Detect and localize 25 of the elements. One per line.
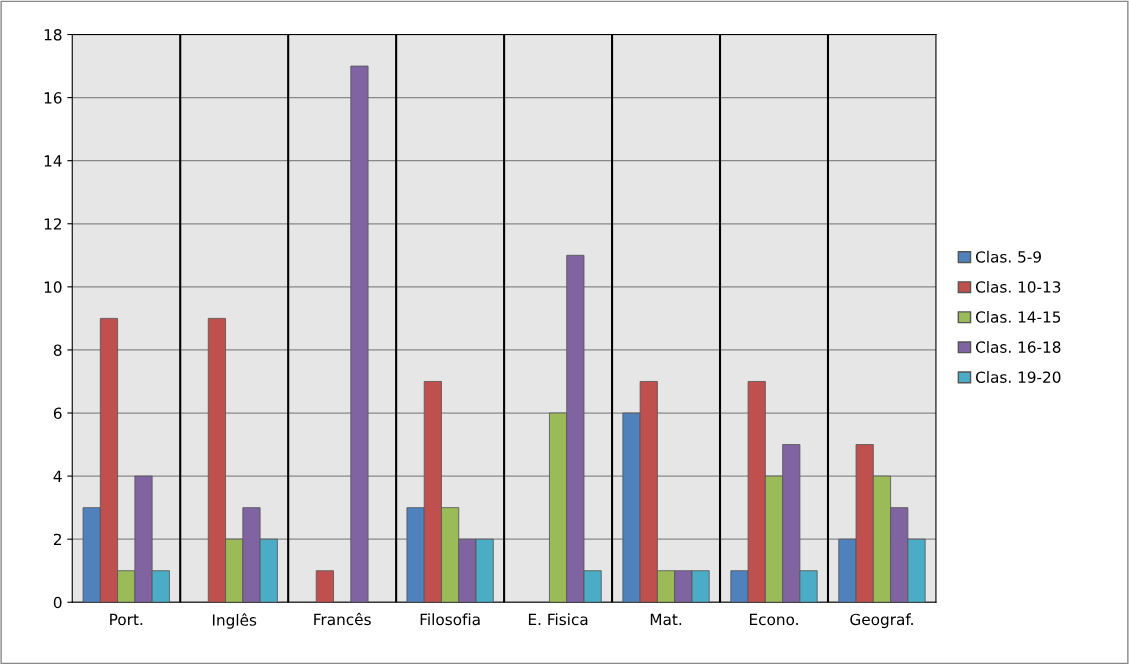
x-tick-label: Inglês <box>212 613 257 629</box>
y-tick-label: 0 <box>53 596 62 609</box>
y-tick-label: 2 <box>53 533 61 545</box>
bar <box>315 570 334 603</box>
y-tick-label: 4 <box>53 470 62 482</box>
legend-label: Clas. 14-15 <box>975 310 1061 323</box>
y-tick-label: 10 <box>44 281 62 293</box>
legend-label: Clas. 10-13 <box>975 280 1061 293</box>
legend-label: Clas. 16-18 <box>975 341 1061 353</box>
x-tick-label: Francês <box>314 612 371 626</box>
x-tick-label: Geograf. <box>850 613 913 629</box>
legend-label: Clas. 19-20 <box>975 371 1061 383</box>
y-tick-label: 18 <box>44 28 62 41</box>
x-tick-label: Filosofia <box>420 613 480 626</box>
y-tick-label: 6 <box>53 407 62 420</box>
x-tick-label: Econo. <box>749 613 798 626</box>
x-tick-label: Port. <box>110 613 143 626</box>
x-tick-label: E. Fisica <box>528 613 588 626</box>
x-tick-label: Mat. <box>650 613 682 626</box>
y-tick-label: 14 <box>44 155 62 167</box>
y-tick-label: 12 <box>44 218 61 230</box>
bar <box>350 65 369 603</box>
legend-label: Clas. 5-9 <box>975 250 1041 263</box>
y-tick-label: 8 <box>53 344 62 356</box>
y-tick-label: 16 <box>44 92 62 104</box>
